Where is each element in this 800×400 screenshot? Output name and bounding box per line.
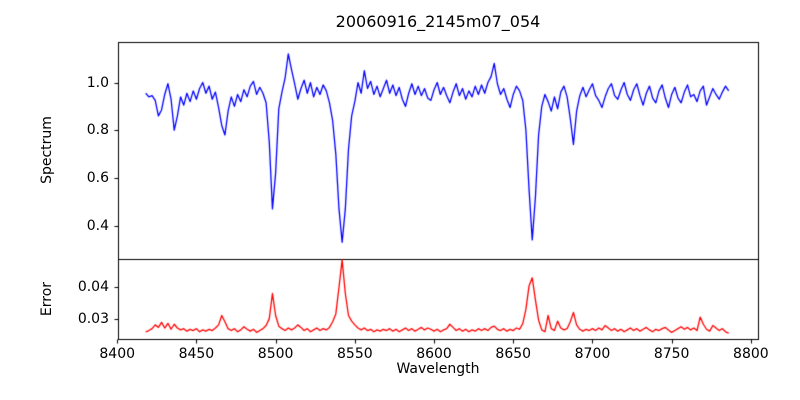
x-tick-label: 8750 [653,346,690,362]
y-tick-label: 0.04 [77,279,109,296]
x-tick-label: 8400 [99,346,136,362]
y-tick-label: 1.0 [86,74,109,91]
chart-title: 20060916_2145m07_054 [335,12,541,31]
x-tick-label: 8550 [337,346,373,362]
x-tick-label: 8450 [178,346,215,362]
y-tick-label: 0.8 [86,122,109,139]
x-tick-label: 8500 [257,346,294,362]
y-tick-label: 0.03 [77,310,109,327]
x-axis-label: Wavelength [396,361,480,377]
x-tick-label: 8700 [574,346,611,362]
x-tick-label: 8800 [733,346,769,362]
x-tick-label: 8600 [416,346,452,362]
error-y-axis-label: Error [39,281,55,317]
y-tick-label: 0.6 [86,169,109,186]
spectrum-y-axis-label: Spectrum [39,116,55,184]
y-tick-label: 0.4 [86,217,109,234]
x-tick-label: 8650 [495,346,532,362]
